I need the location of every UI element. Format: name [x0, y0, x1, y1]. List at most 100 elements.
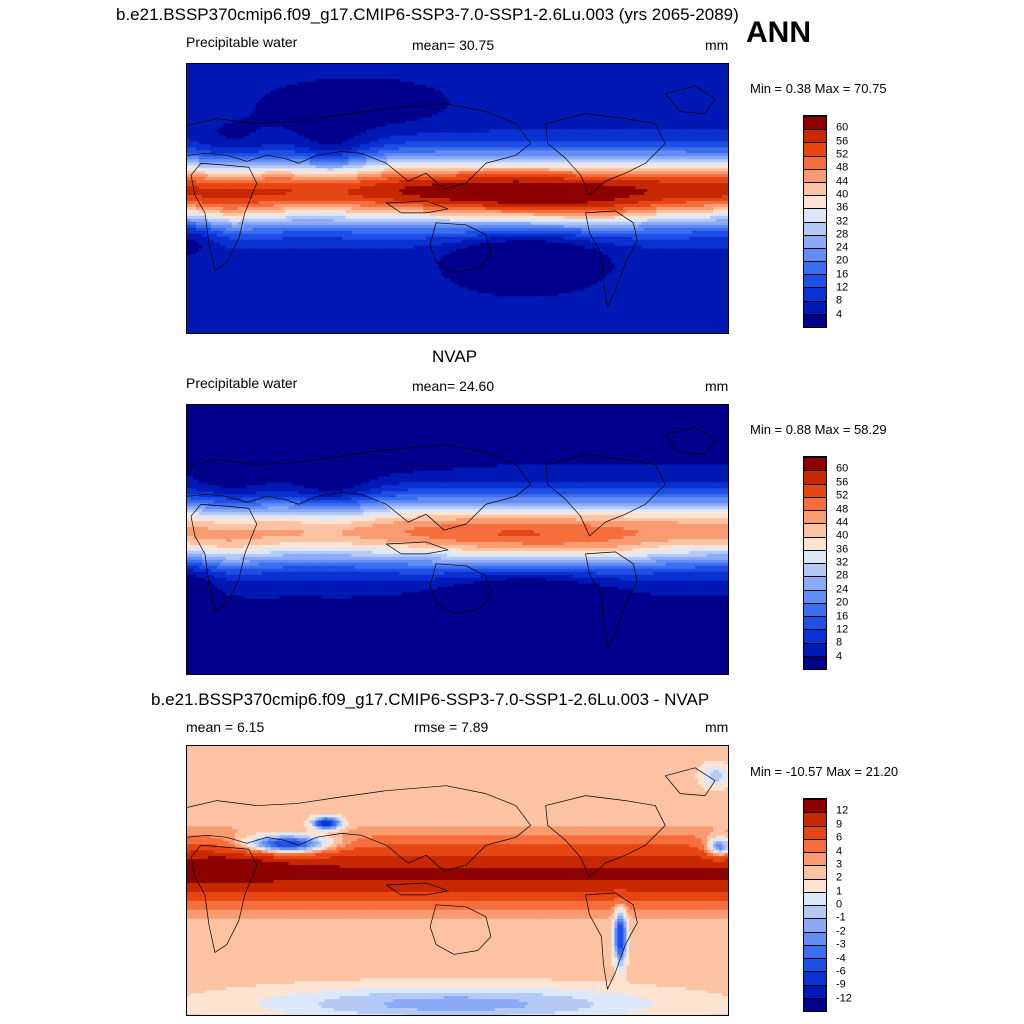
colorbar-swatch — [804, 168, 826, 182]
colorbar-tick-label: 3 — [836, 859, 842, 870]
colorbar-swatch — [804, 865, 826, 879]
colorbar-swatch — [804, 470, 826, 484]
colorbar-swatch — [804, 181, 826, 196]
panel2-colorbar — [803, 456, 827, 670]
colorbar-swatch — [804, 300, 826, 314]
colorbar-swatch — [804, 523, 826, 537]
colorbar-swatch — [804, 457, 826, 471]
panel3-rmse-label: rmse = 7.89 — [414, 720, 488, 734]
colorbar-tick-label: -3 — [836, 939, 846, 951]
colorbar-tick-label: 12 — [836, 282, 848, 294]
colorbar-swatch — [804, 629, 826, 643]
colorbar-swatch — [804, 799, 826, 813]
panel1-left-label: Precipitable water — [186, 35, 297, 49]
colorbar-tick-label: 12 — [836, 624, 848, 635]
colorbar-tick-label: 2 — [836, 872, 842, 884]
panel2-map-svg — [187, 405, 728, 674]
colorbar-tick-label: 9 — [836, 819, 842, 830]
colorbar-tick-label: 4 — [836, 651, 842, 662]
colorbar-swatch — [804, 642, 826, 656]
colorbar-tick-label: 52 — [836, 149, 848, 160]
colorbar-tick-label: 56 — [836, 477, 848, 488]
colorbar-swatch — [804, 878, 826, 892]
panel3-map-svg — [187, 746, 728, 1015]
colorbar-tick-label: 56 — [836, 136, 848, 147]
colorbar-swatch — [804, 142, 826, 156]
season-label: ANN — [746, 18, 811, 48]
colorbar-tick-label: 6 — [836, 832, 842, 844]
colorbar-swatch — [804, 602, 826, 616]
panel1-colorbar — [803, 115, 827, 328]
colorbar-swatch — [804, 549, 826, 563]
colorbar-swatch — [804, 313, 826, 327]
colorbar-swatch — [804, 221, 826, 235]
figure-title: b.e21.BSSP370cmip6.f09_g17.CMIP6-SSP3-7.… — [116, 6, 739, 23]
colorbar-swatch — [804, 825, 826, 839]
colorbar-tick-label: 52 — [836, 490, 848, 502]
panel1-map — [186, 63, 729, 334]
colorbar-swatch — [804, 944, 826, 958]
colorbar-tick-label: 32 — [836, 557, 848, 569]
panel3-mean-label: mean = 6.15 — [186, 720, 264, 734]
colorbar-swatch — [804, 274, 826, 288]
colorbar-tick-label: 28 — [836, 570, 848, 582]
panel1-mean-label: mean= 30.75 — [412, 38, 494, 52]
colorbar-tick-label: 0 — [836, 899, 842, 911]
colorbar-tick-label: 60 — [836, 463, 848, 475]
panel2-map — [186, 404, 729, 675]
colorbar-swatch — [804, 838, 826, 852]
colorbar-swatch — [804, 958, 826, 972]
colorbar-swatch — [804, 155, 826, 169]
colorbar-swatch — [804, 918, 826, 932]
colorbar-tick-label: 40 — [836, 189, 848, 200]
panel1-units: mm — [705, 38, 728, 52]
colorbar-tick-label: 8 — [836, 637, 842, 649]
colorbar-tick-label: -4 — [836, 953, 846, 964]
colorbar-swatch — [804, 247, 826, 262]
colorbar-tick-label: 36 — [836, 202, 848, 214]
colorbar-swatch — [804, 483, 826, 497]
colorbar-swatch — [804, 536, 826, 550]
colorbar-swatch — [804, 891, 826, 905]
colorbar-tick-label: 44 — [836, 517, 848, 528]
colorbar-tick-label: 60 — [836, 122, 848, 134]
colorbar-tick-label: 44 — [836, 176, 848, 187]
colorbar-tick-label: 24 — [836, 584, 848, 595]
panel3-title: b.e21.BSSP370cmip6.f09_g17.CMIP6-SSP3-7.… — [151, 691, 709, 708]
colorbar-swatch — [804, 655, 826, 669]
colorbar-swatch — [804, 812, 826, 826]
colorbar-tick-label: 1 — [836, 886, 842, 897]
colorbar-swatch — [804, 510, 826, 524]
colorbar-swatch — [804, 905, 826, 919]
colorbar-tick-label: -6 — [836, 966, 846, 977]
colorbar-swatch — [804, 234, 826, 248]
panel2-minmax: Min = 0.88 Max = 58.29 — [750, 423, 887, 436]
colorbar-tick-label: 4 — [836, 846, 842, 857]
colorbar-swatch — [804, 616, 826, 630]
colorbar-swatch — [804, 997, 826, 1011]
colorbar-tick-label: 28 — [836, 229, 848, 240]
colorbar-tick-label: 16 — [836, 611, 848, 622]
colorbar-tick-label: 20 — [836, 255, 848, 267]
colorbar-tick-label: 16 — [836, 269, 848, 280]
colorbar-tick-label: 12 — [836, 805, 848, 817]
colorbar-swatch — [804, 563, 826, 577]
colorbar-swatch — [804, 195, 826, 209]
panel2-title: NVAP — [432, 348, 477, 365]
colorbar-swatch — [804, 129, 826, 143]
panel2-mean-label: mean= 24.60 — [412, 379, 494, 393]
colorbar-tick-label: 24 — [836, 242, 848, 254]
colorbar-tick-label: 20 — [836, 597, 848, 609]
colorbar-tick-label: 4 — [836, 309, 842, 320]
colorbar-tick-label: 36 — [836, 544, 848, 555]
colorbar-swatch — [804, 931, 826, 945]
colorbar-swatch — [804, 589, 826, 603]
colorbar-tick-label: -2 — [836, 926, 846, 937]
colorbar-tick-label: 8 — [836, 295, 842, 307]
colorbar-tick-label: 48 — [836, 504, 848, 515]
colorbar-tick-label: 32 — [836, 216, 848, 227]
panel3-minmax: Min = -10.57 Max = 21.20 — [750, 765, 898, 778]
colorbar-tick-label: 48 — [836, 162, 848, 174]
panel1-minmax: Min = 0.38 Max = 70.75 — [750, 82, 887, 95]
colorbar-swatch — [804, 576, 826, 590]
